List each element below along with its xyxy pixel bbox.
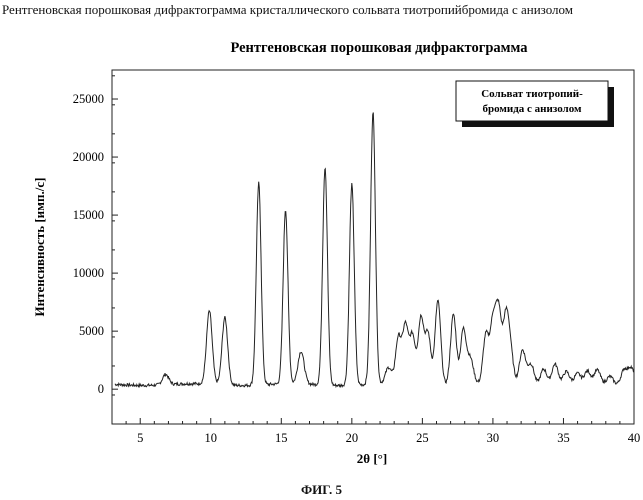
x-tick-label: 25 (416, 431, 429, 445)
chart-title: Рентгеновская порошковая дифрактограмма (230, 40, 528, 56)
x-axis-label: 2θ [°] (357, 451, 387, 466)
x-tick-label: 5 (137, 431, 143, 445)
legend-box (455, 80, 609, 122)
x-tick-label: 15 (275, 431, 288, 445)
y-tick-label: 5000 (79, 324, 104, 338)
y-tick-label: 10000 (73, 266, 104, 280)
y-tick-label: 20000 (73, 150, 104, 164)
plot-frame (111, 69, 635, 425)
legend: Сольват тиотропий- бромида с анизолом (455, 80, 614, 127)
figure-label: ФИГ. 5 (300, 482, 343, 497)
page-caption: Рентгеновская порошковая дифрактограмма … (2, 2, 574, 17)
y-tick-label: 0 (98, 382, 104, 396)
series-layer (114, 112, 635, 389)
x-tick-label: 20 (346, 431, 359, 445)
y-tick-label: 15000 (73, 208, 104, 222)
y-axis-label: Интенсивность [имп./с] (32, 178, 47, 317)
series-line (114, 112, 635, 389)
y-tick-label: 25000 (73, 92, 104, 106)
legend-entry-line-2: бромида с анизолом (482, 103, 582, 115)
x-tick-label: 10 (205, 431, 218, 445)
x-tick-label: 30 (487, 431, 500, 445)
x-tick-label: 40 (628, 431, 641, 445)
axis-ticks: 5 10 15 20 25 30 35 40 0 5000 10000 15000 20000 25000 (73, 75, 641, 445)
legend-entry-line-1: Сольват тиотропий- (481, 88, 583, 100)
x-tick-label: 35 (557, 431, 570, 445)
